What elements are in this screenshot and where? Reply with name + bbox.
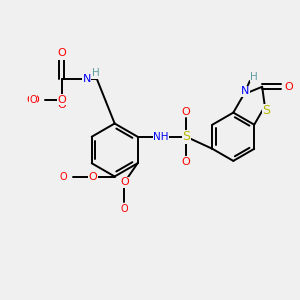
Text: O: O [59,172,67,182]
Text: N: N [241,86,250,96]
Text: H: H [92,68,99,78]
Text: O: O [57,95,66,105]
Text: O: O [29,95,37,105]
Text: O: O [57,49,66,59]
Text: O: O [120,177,129,188]
Text: O: O [57,48,66,59]
Text: H: H [250,72,258,82]
Text: O: O [57,48,66,58]
Text: S: S [182,130,190,143]
Text: O: O [182,157,190,167]
Text: O: O [284,82,293,92]
Text: NH: NH [153,132,169,142]
Text: S: S [262,104,270,117]
Text: O: O [57,95,66,105]
Text: N: N [82,74,91,84]
Text: O: O [182,107,190,117]
Text: O: O [26,95,35,105]
Text: O: O [121,204,128,214]
Text: O: O [88,172,97,182]
Text: O: O [57,100,66,110]
Text: O: O [31,95,40,105]
